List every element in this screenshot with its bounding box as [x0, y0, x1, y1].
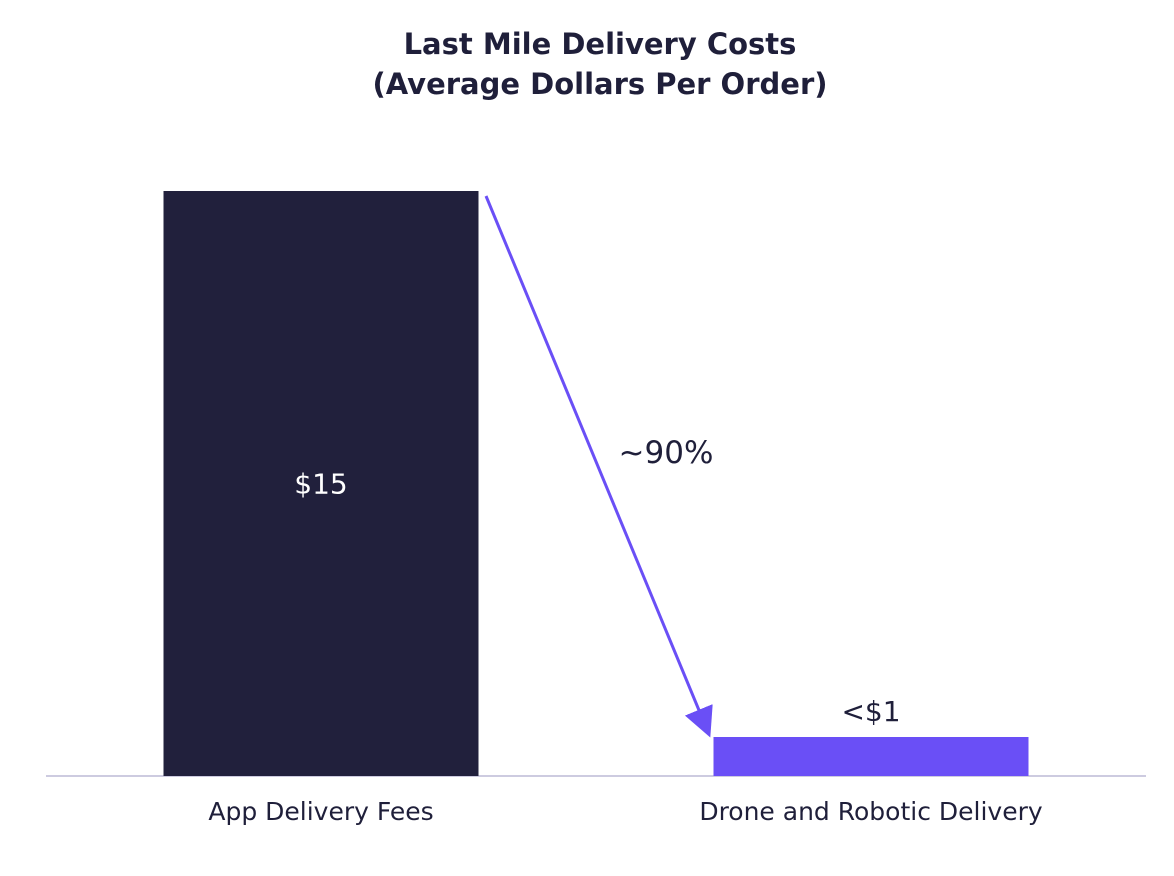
- chart-title-block: Last Mile Delivery Costs (Average Dollar…: [0, 24, 1174, 104]
- data-label-app-delivery-fees: $15: [294, 468, 347, 501]
- reduction-arrow: [484, 195, 713, 738]
- bar-drone-and-robotic-delivery: [713, 737, 1029, 776]
- bar-app-delivery-fees: [163, 191, 479, 776]
- category-label-app-delivery-fees: App Delivery Fees: [208, 797, 433, 826]
- category-label-drone-and-robotic-delivery: Drone and Robotic Delivery: [699, 797, 1043, 826]
- data-label-drone-and-robotic-delivery: <$1: [841, 695, 900, 728]
- labels-group: $15 App Delivery Fees <$1 Drone and Robotic…: [208, 468, 1043, 827]
- chart-title: Last Mile Delivery Costs: [403, 27, 797, 61]
- chart-subtitle: (Average Dollars Per Order): [372, 67, 828, 101]
- bars-group: [163, 191, 1029, 776]
- reduction-annotation: ~90%: [619, 435, 714, 471]
